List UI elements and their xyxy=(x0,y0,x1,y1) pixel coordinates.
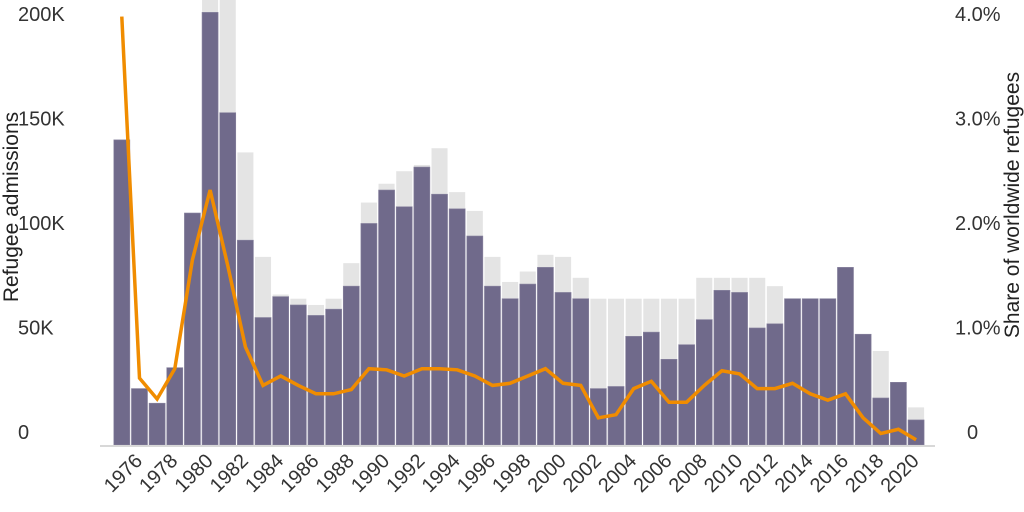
bar-1975 xyxy=(113,139,131,446)
bar-1995 xyxy=(466,235,484,446)
bar-1993 xyxy=(431,193,448,446)
left-axis-ticks: 0 50K 100K 150K 200K xyxy=(18,4,65,444)
x-tick-label: 1982 xyxy=(206,450,253,497)
x-tick-label: 2002 xyxy=(559,450,606,497)
admission-bars xyxy=(113,12,925,446)
x-tick-label: 2014 xyxy=(771,450,818,497)
x-tick-label: 1994 xyxy=(418,450,465,497)
x-tick-label: 2010 xyxy=(700,450,747,497)
bar-2017 xyxy=(854,333,872,446)
y-tick-label: 50K xyxy=(18,318,54,340)
bar-2016 xyxy=(837,267,854,446)
bar-1981 xyxy=(219,112,237,446)
y2-tick-label: 2.0% xyxy=(955,213,1001,235)
y2-tick-label: 1.0% xyxy=(955,318,1001,340)
bar-1990 xyxy=(378,189,395,446)
bar-1989 xyxy=(360,223,378,446)
bar-2012 xyxy=(766,323,784,446)
bar-1977 xyxy=(148,402,166,446)
bar-1998 xyxy=(519,283,537,446)
y-axis-title: Refugee admissions xyxy=(0,112,23,302)
x-tick-label: 1996 xyxy=(453,450,500,497)
x-tick-label: 1978 xyxy=(135,450,182,497)
bar-1985 xyxy=(289,304,307,446)
bar-2019 xyxy=(890,381,907,446)
bar-1988 xyxy=(342,285,360,446)
x-tick-label: 1998 xyxy=(488,450,535,497)
x-tick-label: 2012 xyxy=(735,450,782,497)
bar-2014 xyxy=(801,298,819,446)
y2-axis-title: Share of worldwide refugees xyxy=(1001,72,1024,338)
x-tick-label: 1990 xyxy=(347,450,394,497)
x-tick-label: 1976 xyxy=(100,450,147,497)
bar-2010 xyxy=(731,292,748,446)
bar-1987 xyxy=(325,308,342,446)
x-tick-label: 2008 xyxy=(665,450,712,497)
bar-1992 xyxy=(413,166,431,446)
bar-1996 xyxy=(484,285,501,446)
bar-2009 xyxy=(713,290,731,446)
x-tick-label: 2004 xyxy=(594,450,641,497)
y-tick-label: 100K xyxy=(18,213,65,235)
bar-1997 xyxy=(501,298,519,446)
y-tick-label: 150K xyxy=(18,109,65,131)
x-axis-ticks: 1976197819801982198419861988199019921994… xyxy=(100,450,924,497)
bar-2020 xyxy=(907,419,925,446)
bar-2000 xyxy=(554,292,572,446)
x-tick-label: 1988 xyxy=(312,450,359,497)
x-tick-label: 1986 xyxy=(276,450,323,497)
bar-1979 xyxy=(184,212,201,446)
bar-1986 xyxy=(307,315,325,446)
bar-1999 xyxy=(537,267,554,446)
y-tick-label: 200K xyxy=(18,4,65,26)
right-axis-ticks: 0 1.0% 2.0% 3.0% 4.0% xyxy=(955,4,1001,444)
bar-1994 xyxy=(448,208,466,446)
y2-tick-label: 3.0% xyxy=(955,109,1001,131)
share-line xyxy=(120,16,917,442)
x-tick-label: 2020 xyxy=(877,450,924,497)
bar-2018 xyxy=(872,397,890,446)
bar-1991 xyxy=(395,206,413,446)
x-tick-label: 1980 xyxy=(171,450,218,497)
bar-1980 xyxy=(201,12,219,446)
x-tick-label: 2006 xyxy=(629,450,676,497)
y-tick-label: 0 xyxy=(18,422,29,444)
y2-tick-label: 4.0% xyxy=(955,4,1001,26)
x-tick-label: 2016 xyxy=(806,450,853,497)
bar-2013 xyxy=(784,298,801,446)
x-tick-label: 1992 xyxy=(382,450,429,497)
x-tick-label: 2000 xyxy=(524,450,571,497)
y2-tick-label: 0 xyxy=(967,422,978,444)
x-tick-label: 1984 xyxy=(241,450,288,497)
x-tick-label: 2018 xyxy=(841,450,888,497)
bar-2015 xyxy=(819,298,837,446)
bar-2001 xyxy=(572,298,590,446)
bar-1976 xyxy=(131,388,148,446)
bar-1984 xyxy=(272,296,289,446)
